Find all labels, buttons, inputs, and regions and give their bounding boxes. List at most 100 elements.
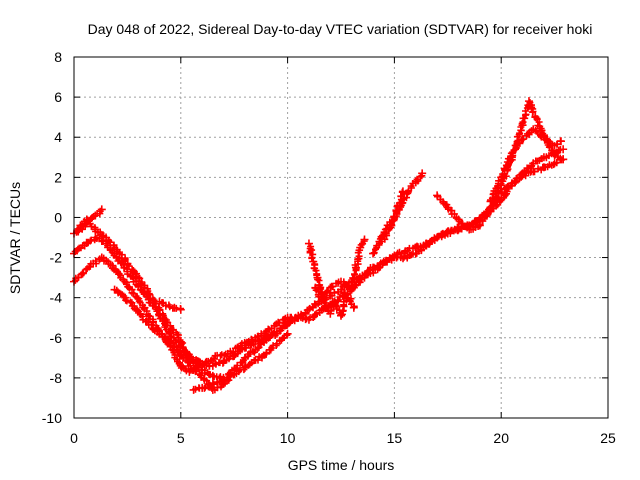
marker-trail [498,152,515,180]
marker-trail [124,260,140,281]
marker-trail [424,234,439,247]
y-tick-label: -10 [42,410,62,426]
marker-trail [93,207,104,218]
marker-trail [177,339,190,357]
data-point [97,205,106,214]
marker-trail [220,353,237,364]
marker-trail [241,357,258,370]
marker-trail [210,377,226,388]
marker-trail [146,291,163,312]
marker-trail [444,205,460,222]
marker-trail [92,228,108,240]
marker-trail [200,360,213,370]
marker-trail [404,250,417,260]
marker-trail [467,223,482,234]
x-axis-label: GPS time / hours [288,457,395,473]
marker-trail [370,239,383,257]
x-tick-label: 25 [600,430,616,446]
marker-trail [357,237,368,249]
marker-trail [165,337,178,351]
marker-trail [71,242,87,255]
marker-trail [201,367,214,378]
x-tick-label: 10 [280,430,296,446]
marker-trail [174,347,185,360]
series-track-9 [311,235,369,304]
marker-trail [193,363,205,374]
marker-trail [184,353,199,367]
marker-trail [80,260,95,277]
marker-trail [192,367,208,382]
marker-trail [104,242,120,260]
marker-trail [532,126,545,141]
marker-trail [71,271,85,284]
marker-trail [434,193,451,209]
series-track-7 [189,313,303,394]
series-track-8 [304,239,358,320]
y-axis-label: SDTVAR / TECUs [7,182,23,294]
marker-trail [446,226,462,237]
marker-trail [263,328,278,342]
marker-trail [217,350,230,360]
marker-trail [232,366,248,378]
marker-trail [456,218,471,232]
marker-trail [180,354,195,373]
marker-trail [83,236,99,247]
y-tick-label: 2 [54,169,62,185]
series-track-2 [70,145,568,370]
marker-trail [285,314,301,327]
data-point [283,329,292,338]
marker-trail [526,99,539,120]
marker-trail [109,264,125,282]
marker-trail [132,292,147,311]
marker-trail [347,265,360,292]
marker-trail [242,340,258,352]
data-layer [70,97,568,394]
marker-trail [231,344,246,359]
series-track-4 [74,205,106,236]
marker-trail [487,176,505,204]
y-tick-label: -6 [50,330,63,346]
marker-trail [327,299,337,315]
series-track-11 [369,187,407,258]
marker-trail [551,151,564,163]
marker-trail [231,356,248,373]
marker-trail [532,155,546,165]
marker-trail [275,322,291,335]
marker-trail [382,253,397,266]
marker-trail [200,381,215,392]
marker-trail [378,224,393,243]
marker-trail [393,248,408,259]
marker-trail [466,216,483,229]
marker-trail [351,246,364,269]
marker-trail [306,243,317,262]
marker-trail [220,366,236,384]
marker-trail [328,278,343,291]
marker-trail [328,288,342,300]
marker-trail [122,296,138,312]
marker-trail [272,314,289,328]
marker-trail [520,161,536,176]
marker-trail [519,127,535,143]
marker-trail [388,210,401,230]
x-tick-label: 15 [387,430,403,446]
marker-trail [320,286,332,301]
marker-trail [204,352,219,365]
marker-trail [113,286,128,300]
marker-trail [254,351,268,364]
marker-trail [392,188,406,214]
marker-trail [172,304,184,312]
marker-trail [508,171,525,187]
marker-trail [310,260,321,279]
marker-trail [210,373,224,382]
y-tick-label: 6 [54,89,62,105]
marker-trail [211,381,226,394]
series-track-6 [155,297,185,314]
tick-layer: 0 5 10 15 20 25 -10 -8 -6 -4 -2 0 2 4 6 8 [42,49,616,446]
y-tick-label: 8 [54,49,62,65]
marker-trail [84,213,97,225]
marker-trail [306,307,324,322]
marker-trail [344,291,358,310]
marker-trail [165,301,177,312]
marker-trail [370,259,387,271]
marker-trail [306,300,322,312]
